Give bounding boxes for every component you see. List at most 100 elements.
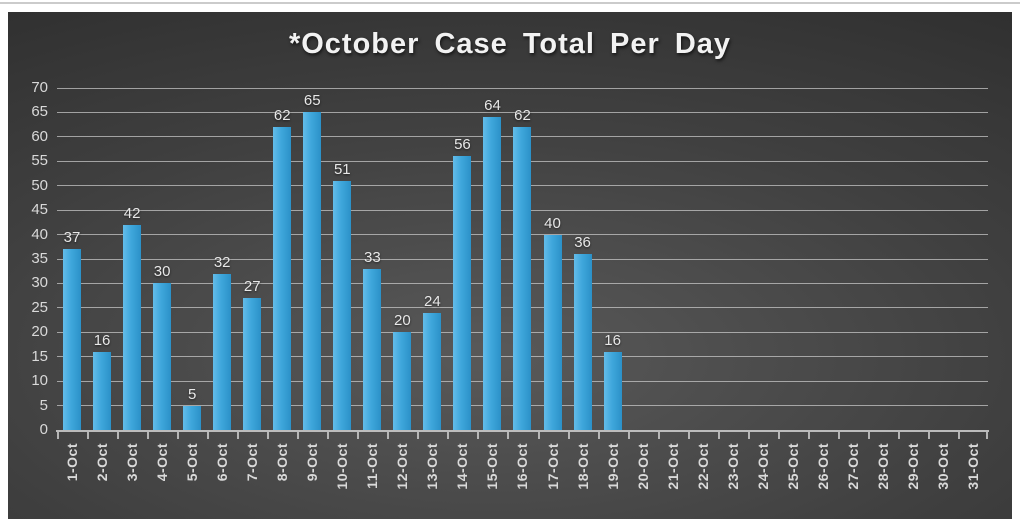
x-slot: 12-Oct [387, 443, 417, 517]
x-axis-tick [357, 432, 360, 439]
y-axis-label: 0 [39, 421, 48, 438]
bar [93, 351, 112, 430]
x-axis-label: 20-Oct [634, 443, 651, 490]
bar-slot [778, 88, 808, 430]
bar [363, 268, 382, 430]
plot-area: 37 16 42 30 5 32 27 62 65 51 33 20 24 56 64 62 40 36 16 [57, 87, 988, 430]
x-axis-label: 21-Oct [664, 443, 681, 490]
bar-value-label: 42 [123, 204, 141, 222]
bar-slot: 16 [598, 88, 628, 430]
x-slot: 7-Oct [237, 443, 267, 517]
x-axis-tick [567, 432, 570, 439]
bar-chart: *October Case Total Per Day 0 5 10 15 20 25 30… [8, 12, 1012, 519]
bar-slot: 56 [447, 88, 477, 430]
x-slot: 24-Oct [748, 443, 778, 517]
bar [273, 127, 292, 430]
bar-value-label: 36 [574, 234, 591, 252]
x-slot: 13-Oct [417, 443, 447, 517]
x-axis-label: 8-Oct [274, 443, 291, 482]
bar [513, 127, 532, 430]
y-axis-label: 65 [31, 103, 48, 121]
x-axis-tick [927, 432, 930, 439]
x-axis-tick [627, 432, 630, 439]
x-axis-tick [867, 432, 870, 439]
x-axis-label: 23-Oct [724, 443, 741, 490]
gridline [57, 111, 988, 113]
x-axis-tick [717, 432, 720, 439]
bar [213, 273, 232, 430]
y-axis-label: 50 [31, 176, 48, 194]
bar-slot: 16 [87, 88, 117, 430]
x-axis-label: 10-Oct [334, 443, 351, 490]
x-axis-tick [957, 432, 960, 439]
bar [243, 298, 262, 430]
x-slot: 19-Oct [598, 443, 628, 517]
y-axis-label: 35 [31, 250, 48, 267]
x-axis-label: 24-Oct [754, 443, 771, 490]
bar-slot [958, 88, 988, 430]
x-slot: 4-Oct [147, 443, 177, 517]
bar-slot: 36 [568, 88, 598, 430]
x-slot: 17-Oct [538, 443, 568, 517]
bar-slot: 51 [327, 88, 357, 430]
bar-slot: 65 [297, 88, 327, 430]
bar-value-label: 37 [63, 229, 81, 247]
bar-slot: 64 [477, 88, 507, 430]
bar-value-label: 62 [273, 107, 291, 125]
x-axis-labels: 1-Oct 2-Oct 3-Oct 4-Oct 5-Oct 6-Oct 7-Oct 8-Oct… [57, 443, 988, 517]
bar-slot: 27 [237, 88, 267, 430]
y-axis: 0 5 10 15 20 25 30 35 40 45 50 55 60 65 70 [8, 79, 48, 438]
bar-value-label: 62 [514, 107, 531, 125]
chart-title: *October Case Total Per Day [288, 28, 732, 60]
x-axis-label: 31-Oct [964, 443, 981, 490]
x-slot: 31-Oct [958, 443, 988, 517]
x-axis-tick [117, 432, 120, 439]
bar-value-label: 51 [333, 160, 351, 178]
x-axis-tick [387, 432, 390, 439]
bar-value-label: 33 [363, 248, 381, 266]
bar [63, 249, 82, 430]
x-slot: 20-Oct [628, 443, 658, 517]
bar-value-label: 64 [484, 97, 501, 115]
bar-slot: 24 [417, 88, 447, 430]
y-axis-label: 20 [31, 323, 48, 341]
x-slot: 23-Oct [718, 443, 748, 517]
bar-series: 37 16 42 30 5 32 27 62 65 51 33 20 24 56 64 62 40 36 16 [57, 88, 988, 430]
bar-slot: 62 [267, 88, 297, 430]
y-axis-label: 30 [31, 274, 48, 292]
x-axis-label: 3-Oct [124, 443, 141, 482]
bar-slot [628, 88, 658, 430]
y-axis-label: 5 [39, 396, 48, 414]
bar-slot: 42 [117, 88, 147, 430]
bar [303, 112, 322, 430]
bar-value-label: 30 [153, 263, 171, 281]
x-axis-label: 28-Oct [874, 443, 891, 490]
bar-slot: 62 [507, 88, 537, 430]
bar [573, 254, 592, 430]
x-slot: 1-Oct [57, 443, 87, 517]
y-axis-label: 10 [31, 372, 48, 390]
bar [453, 156, 472, 430]
bar-slot [658, 88, 688, 430]
y-axis-label: 60 [31, 127, 48, 145]
bar [603, 351, 622, 430]
bar-slot: 30 [147, 88, 177, 430]
x-axis-label: 2-Oct [94, 443, 111, 482]
x-axis-tick [537, 432, 540, 439]
y-axis-label: 70 [31, 79, 48, 96]
x-slot: 16-Oct [507, 443, 537, 517]
x-axis-tick [87, 432, 90, 439]
x-axis-label: 22-Oct [694, 443, 711, 490]
x-axis-tick [417, 432, 420, 439]
x-axis-tick [747, 432, 750, 439]
x-slot: 14-Oct [447, 443, 477, 517]
x-axis-label: 11-Oct [364, 443, 381, 489]
x-axis-tick [177, 432, 180, 439]
bar-slot: 5 [177, 88, 207, 430]
y-axis-label: 40 [31, 225, 48, 243]
x-axis-tick [986, 432, 988, 439]
x-slot: 8-Oct [267, 443, 297, 517]
bar-value-label: 24 [424, 292, 441, 310]
x-axis-label: 26-Oct [814, 443, 831, 490]
